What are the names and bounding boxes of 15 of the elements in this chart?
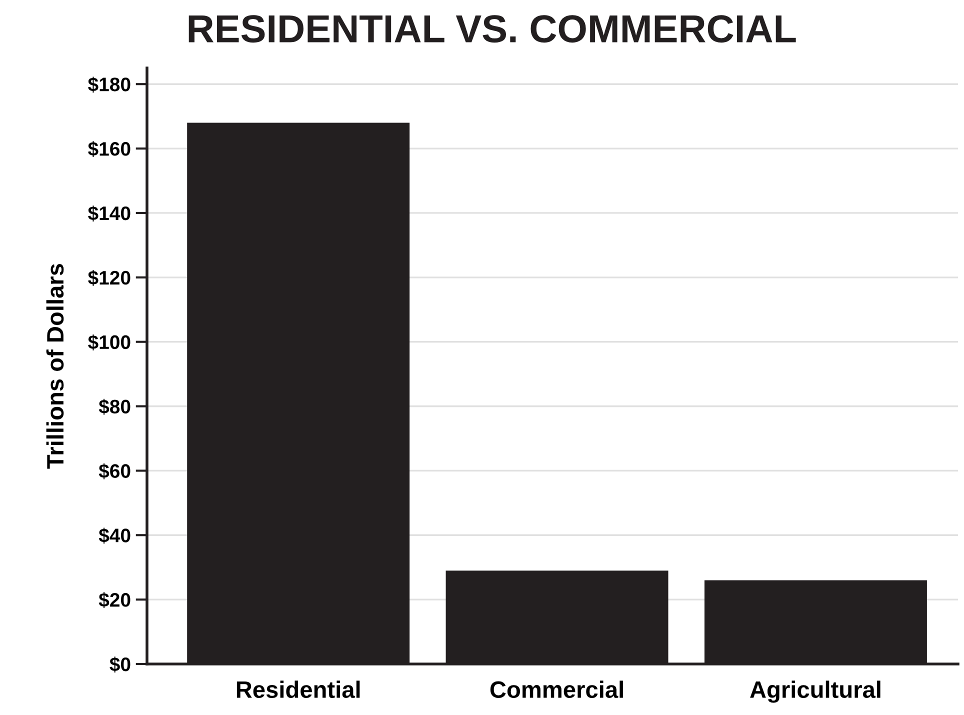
chart-title: RESIDENTIAL VS. COMMERCIAL (188, 15, 796, 43)
y-tick-label: $60 (98, 463, 130, 480)
y-tick-label: $20 (98, 592, 130, 608)
y-tick-label: $140 (88, 206, 130, 222)
y-tick-label: $160 (88, 141, 130, 158)
x-tick-label: Commercial (490, 680, 623, 698)
y-axis-title: Trillions of Dollars (46, 264, 64, 469)
y-tick-label: $80 (98, 398, 130, 415)
y-tick-label: $120 (88, 270, 130, 286)
y-tick-label: $40 (98, 528, 130, 544)
x-tick-label: Agricultural (750, 680, 880, 703)
y-tick-label: $100 (88, 334, 130, 350)
y-tick-label: $0 (110, 656, 130, 672)
y-tick-label: $180 (88, 76, 130, 93)
x-tick-label: Residential (236, 680, 360, 698)
